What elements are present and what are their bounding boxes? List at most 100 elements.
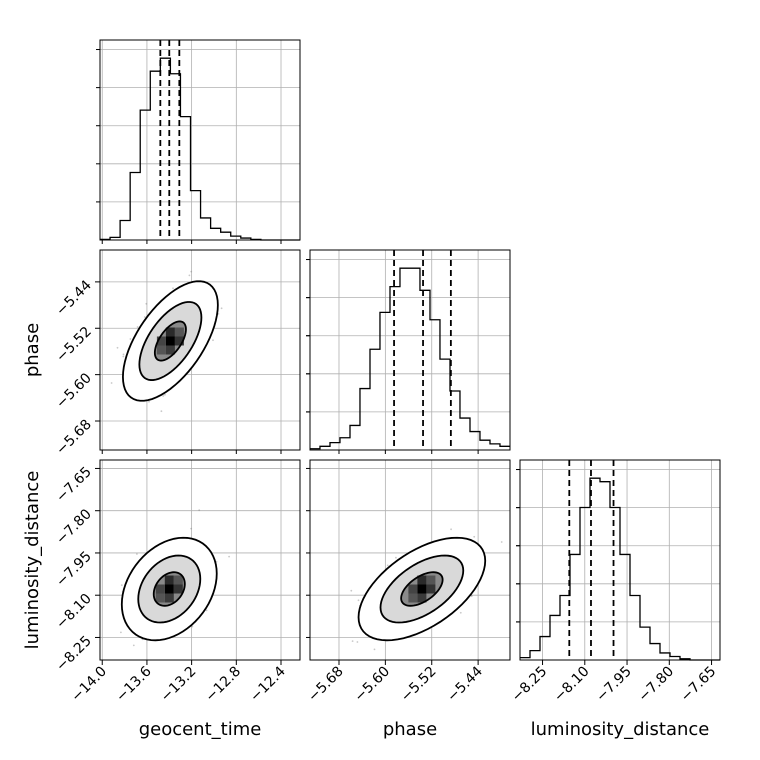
- scatter-panel-phase-vs-luminosity_distance: [309, 459, 511, 661]
- sample-point: [350, 589, 353, 592]
- sample-point: [136, 553, 138, 555]
- panel-content: [110, 270, 223, 413]
- x-axis-label-geocent_time: geocent_time: [139, 719, 262, 740]
- x-tick-label: −5.52: [398, 664, 440, 706]
- scatter-panel-geocent_time-vs-phase: [99, 249, 301, 451]
- x-tick-label: −13.6: [113, 663, 155, 705]
- histogram-step-geocent_time: [100, 57, 300, 241]
- sample-point: [190, 270, 193, 273]
- density-core-cell: [417, 575, 427, 585]
- x-tick-label: −12.4: [247, 663, 289, 705]
- x-tick-label: −14.0: [68, 664, 110, 706]
- y-tick-label: −8.10: [53, 591, 95, 633]
- sample-point: [132, 644, 135, 647]
- sample-point: [357, 599, 360, 602]
- panel-frame: [99, 39, 301, 241]
- sample-point: [120, 631, 122, 634]
- contour-line-2: [357, 536, 487, 642]
- density-core-cell: [417, 584, 427, 594]
- density-core-cell: [174, 336, 184, 346]
- sample-point: [356, 641, 359, 643]
- sample-point: [220, 307, 223, 310]
- contour-line-0: [400, 571, 444, 607]
- density-core-cell: [155, 593, 165, 603]
- panel-content: [120, 509, 231, 647]
- histogram-panel-phase: [306, 249, 511, 451]
- density-core-cell: [164, 575, 174, 585]
- sample-point: [164, 393, 166, 396]
- sample-point: [373, 648, 376, 651]
- x-tick-label: −5.44: [444, 663, 486, 705]
- contour-line-0: [152, 571, 186, 607]
- x-tick-label: −7.65: [678, 664, 720, 706]
- density-core-cell: [426, 575, 436, 585]
- sample-point: [473, 535, 476, 538]
- y-tick-label: −7.80: [53, 506, 95, 548]
- sample-point: [351, 640, 354, 642]
- density-core-cell: [155, 584, 165, 594]
- contour-line-2: [122, 280, 219, 402]
- y-tick-label: −5.60: [53, 370, 95, 412]
- y-tick-label: −5.44: [53, 277, 95, 319]
- contour-line-1: [379, 554, 465, 624]
- sample-point: [190, 527, 193, 530]
- y-tick-label: −8.25: [53, 633, 95, 675]
- density-core-cell: [165, 327, 175, 337]
- sample-point: [136, 326, 139, 328]
- sample-point: [212, 339, 214, 342]
- sample-point: [188, 274, 191, 277]
- density-core-cell: [156, 345, 166, 355]
- panel-frame: [309, 459, 511, 661]
- sample-point: [148, 400, 150, 403]
- density-core-cell: [164, 584, 174, 594]
- density-core-cell: [408, 593, 418, 603]
- panel-background: [310, 250, 510, 450]
- sample-point: [228, 555, 231, 558]
- contour-line-1: [137, 554, 202, 624]
- panel-frame: [99, 249, 301, 451]
- density-core-cell: [173, 575, 183, 585]
- panel-background: [520, 460, 720, 660]
- panel-frame: [309, 249, 511, 451]
- panel-frame: [99, 459, 301, 661]
- sample-point: [395, 556, 397, 559]
- histogram-panel-luminosity_distance: [516, 459, 721, 661]
- x-axis-label-luminosity_distance: luminosity_distance: [531, 719, 710, 740]
- density-core-cell: [408, 584, 418, 594]
- histogram-step-luminosity_distance: [520, 477, 720, 661]
- density-core-cell: [173, 584, 183, 594]
- y-tick-label: −5.68: [53, 417, 95, 459]
- x-tick-label: −13.2: [158, 664, 200, 706]
- sample-point: [129, 338, 132, 340]
- y-tick-label: −7.95: [53, 548, 95, 590]
- density-core-cell: [164, 593, 174, 603]
- sample-point: [160, 410, 163, 413]
- density-core-cell: [156, 336, 166, 346]
- sample-point: [470, 595, 473, 597]
- contour-line-0: [153, 320, 187, 362]
- sample-point: [116, 346, 119, 349]
- sample-point: [172, 287, 174, 290]
- x-tick-label: −5.60: [352, 664, 394, 706]
- density-core-cell: [165, 345, 175, 355]
- sample-point: [122, 353, 125, 356]
- scatter-panel-geocent_time-vs-luminosity_distance: [99, 459, 301, 661]
- sample-point: [143, 316, 146, 318]
- density-core-cell: [417, 593, 427, 603]
- sample-point: [162, 395, 165, 397]
- sample-point: [205, 609, 208, 612]
- y-axis-label-luminosity_distance: luminosity_distance: [22, 471, 43, 650]
- x-axis-label-phase: phase: [383, 719, 437, 740]
- sample-point: [198, 509, 201, 512]
- sample-point: [120, 584, 123, 586]
- density-core-cell: [174, 327, 184, 337]
- sample-point: [110, 382, 113, 384]
- sample-point: [500, 541, 503, 543]
- x-tick-label: −8.10: [551, 664, 593, 706]
- contour-line-2: [120, 536, 218, 642]
- density-core-cell: [426, 584, 436, 594]
- sample-point: [459, 611, 462, 614]
- x-tick-label: −7.80: [635, 664, 677, 706]
- y-tick-label: −5.52: [53, 324, 95, 366]
